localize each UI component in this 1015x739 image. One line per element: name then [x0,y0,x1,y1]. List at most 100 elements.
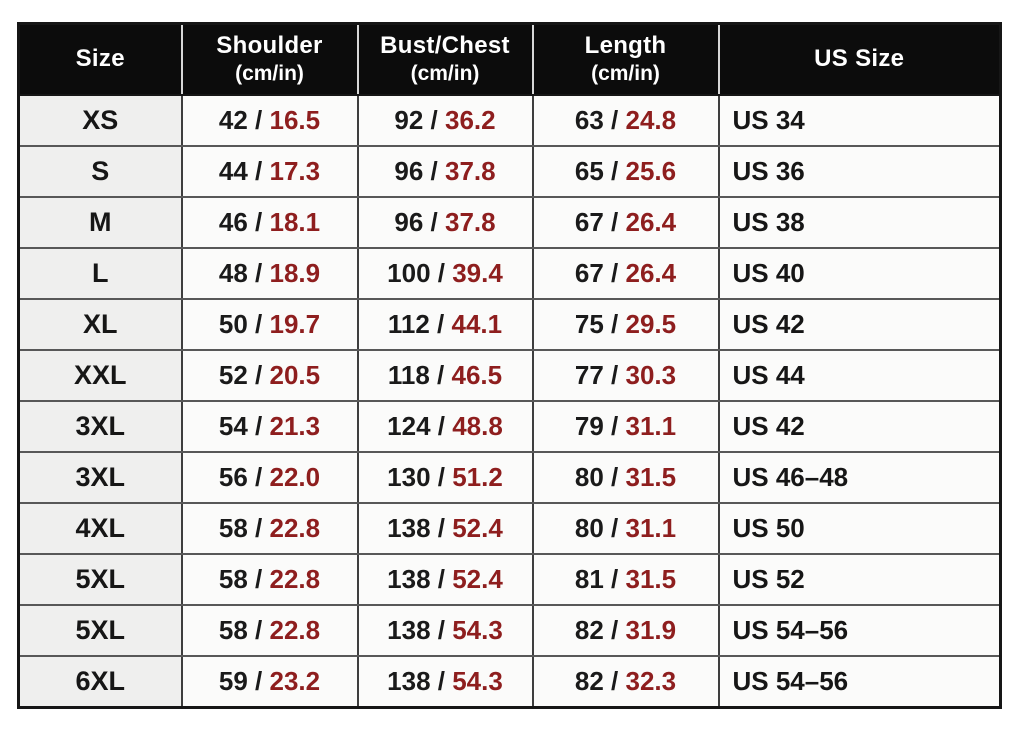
value-separator: / [603,309,626,339]
length-cell: 67 / 26.4 [531,247,720,300]
cm-value: 54 [218,411,248,441]
inch-value: 30.3 [625,360,677,390]
col-header-label: Bust/Chest [380,32,510,60]
length-cell: 81 / 31.5 [531,553,720,606]
col-header-label: Length [584,32,667,60]
value-separator: / [430,411,453,441]
value-separator: / [247,360,270,390]
value-separator: / [247,666,270,696]
cm-value: 130 [387,462,431,492]
cm-value: 63 [574,105,604,135]
bust-chest-cell: 138 / 52.4 [356,553,534,606]
us-size-cell: US 50 [717,502,1002,555]
table-row: XS 42 / 16.5 92 / 36.2 63 / 24.8 US 34 [17,94,1002,147]
table-row: XL 50 / 19.7 112 / 44.1 75 / 29.5 US 42 [17,298,1002,351]
inch-value: 31.1 [625,411,677,441]
shoulder-cell: 58 / 22.8 [180,604,359,657]
cm-value: 44 [218,156,248,186]
col-header-bust-chest: Bust/Chest (cm/in) [356,23,533,96]
cm-value: 67 [574,258,604,288]
size-cell: XL [17,298,183,351]
length-cell: 65 / 25.6 [531,145,720,198]
inch-value: 29.5 [625,309,677,339]
value-separator: / [603,360,626,390]
inch-value: 22.0 [269,462,321,492]
cm-value: 138 [387,615,431,645]
cm-value: 67 [574,207,604,237]
inch-value: 20.5 [269,360,321,390]
shoulder-cell: 50 / 19.7 [180,298,359,351]
cm-value: 79 [574,411,604,441]
cm-value: 56 [218,462,248,492]
cm-value: 77 [574,360,604,390]
cm-value: 92 [394,105,424,135]
size-chart-body: XS 42 / 16.5 92 / 36.2 63 / 24.8 US 34 S 44 / … [17,94,1002,709]
value-separator: / [430,513,453,543]
us-size-cell: US 42 [717,400,1002,453]
cm-value: 124 [387,411,431,441]
value-separator: / [247,513,270,543]
inch-value: 18.1 [269,207,321,237]
inch-value: 52.4 [452,513,503,543]
col-header-sublabel: (cm/in) [410,61,480,85]
inch-value: 37.8 [444,207,496,237]
cm-value: 96 [394,156,424,186]
value-separator: / [603,513,626,543]
size-chart-header: Size Shoulder (cm/in) Bust/Chest (cm/in)… [18,23,1001,96]
length-cell: 82 / 31.9 [531,604,720,657]
value-separator: / [247,615,270,645]
col-header-sublabel: (cm/in) [235,61,304,85]
value-separator: / [603,258,626,288]
table-row: 5XL 58 / 22.8 138 / 54.3 82 / 31.9 US 54–56 [17,604,1002,657]
value-separator: / [603,156,626,186]
bust-chest-cell: 138 / 54.3 [356,655,534,709]
col-header-sublabel: (cm/in) [591,61,660,85]
cm-value: 75 [574,309,604,339]
length-cell: 67 / 26.4 [531,196,720,249]
inch-value: 17.3 [269,156,321,186]
cm-value: 42 [218,105,248,135]
table-row: 5XL 58 / 22.8 138 / 52.4 81 / 31.5 US 52 [17,553,1002,606]
inch-value: 54.3 [452,615,503,645]
value-separator: / [430,615,453,645]
value-separator: / [603,207,626,237]
col-header-label: US Size [814,45,905,73]
inch-value: 22.8 [269,513,321,543]
size-cell: XXL [17,349,183,402]
bust-chest-cell: 124 / 48.8 [356,400,534,453]
cm-value: 50 [218,309,248,339]
inch-value: 52.4 [452,564,503,594]
bust-chest-cell: 112 / 44.1 [356,298,534,351]
cm-value: 118 [387,360,430,390]
inch-value: 26.4 [625,207,677,237]
inch-value: 25.6 [625,156,677,186]
inch-value: 37.8 [444,156,496,186]
inch-value: 16.5 [269,105,321,135]
inch-value: 54.3 [452,666,503,696]
value-separator: / [247,207,270,237]
col-header-us-size: US Size [717,23,1001,96]
shoulder-cell: 44 / 17.3 [180,145,359,198]
length-cell: 77 / 30.3 [531,349,720,402]
value-separator: / [429,360,452,390]
inch-value: 24.8 [625,105,677,135]
size-cell: M [17,196,183,249]
col-header-length: Length (cm/in) [531,23,719,96]
length-cell: 63 / 24.8 [531,94,720,147]
bust-chest-cell: 92 / 36.2 [356,94,534,147]
bust-chest-cell: 138 / 52.4 [356,502,534,555]
cm-value: 46 [218,207,248,237]
inch-value: 31.5 [625,564,677,594]
cm-value: 48 [218,258,248,288]
cm-value: 58 [218,513,248,543]
shoulder-cell: 42 / 16.5 [180,94,359,147]
size-cell: 6XL [17,655,183,709]
inch-value: 48.8 [452,411,503,441]
inch-value: 22.8 [269,564,321,594]
length-cell: 75 / 29.5 [531,298,720,351]
value-separator: / [603,105,626,135]
col-header-label: Shoulder [216,32,323,60]
shoulder-cell: 54 / 21.3 [180,400,359,453]
table-row: M 46 / 18.1 96 / 37.8 67 / 26.4 US 38 [17,196,1002,249]
